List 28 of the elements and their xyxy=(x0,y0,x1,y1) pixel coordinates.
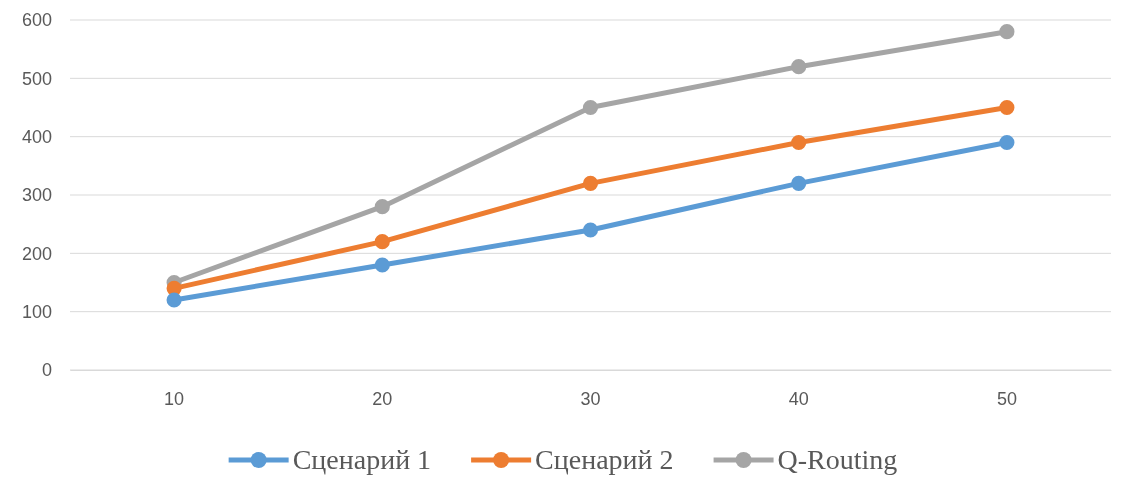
point xyxy=(999,134,1015,151)
y-tick-label: 100 xyxy=(21,301,52,322)
legend-label: Сценарий 2 xyxy=(535,444,674,475)
y-tick-label: 200 xyxy=(21,243,52,264)
x-tick-label: 50 xyxy=(996,388,1017,409)
point xyxy=(791,59,807,75)
point xyxy=(374,234,390,250)
x-tick-label: 40 xyxy=(788,388,809,409)
legend-label: Сценарий 1 xyxy=(292,444,432,475)
y-tick-label: 400 xyxy=(21,126,52,147)
point xyxy=(999,99,1015,116)
point xyxy=(582,222,599,238)
point xyxy=(999,24,1015,40)
legend-label: Q-Routing xyxy=(777,444,898,475)
point xyxy=(582,99,599,116)
point xyxy=(582,175,599,191)
y-tick-label: 0 xyxy=(41,360,52,381)
y-tick-label: 300 xyxy=(21,185,52,206)
x-tick-label: 10 xyxy=(164,388,185,409)
x-tick-label: 30 xyxy=(580,388,601,409)
point xyxy=(374,199,390,215)
y-tick-label: 500 xyxy=(21,68,52,89)
point xyxy=(791,134,807,151)
point xyxy=(791,175,807,191)
y-tick-label: 600 xyxy=(21,10,52,31)
point xyxy=(166,292,182,308)
x-tick-label: 20 xyxy=(372,388,393,409)
point xyxy=(374,257,390,273)
